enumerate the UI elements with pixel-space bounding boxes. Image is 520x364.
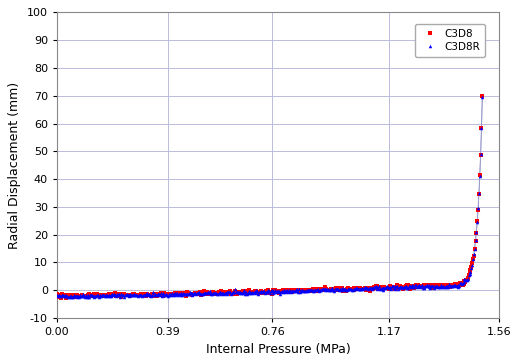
C3D8R	[479, 95, 486, 99]
C3D8	[404, 285, 410, 289]
C3D8R	[65, 295, 71, 300]
C3D8	[259, 290, 266, 294]
C3D8R	[257, 290, 263, 294]
C3D8	[470, 257, 476, 261]
C3D8	[479, 94, 486, 98]
C3D8	[58, 296, 64, 300]
C3D8R	[285, 290, 291, 294]
C3D8R	[259, 290, 266, 294]
Line: C3D8: C3D8	[56, 94, 484, 299]
C3D8R	[54, 293, 60, 298]
C3D8R	[404, 284, 410, 288]
C3D8R	[308, 288, 314, 292]
X-axis label: Internal Pressure (MPa): Internal Pressure (MPa)	[206, 343, 350, 356]
Y-axis label: Radial Displacement (mm): Radial Displacement (mm)	[8, 82, 21, 249]
C3D8	[308, 289, 314, 293]
C3D8	[257, 291, 263, 296]
Legend: C3D8, C3D8R: C3D8, C3D8R	[415, 24, 485, 57]
C3D8R	[470, 256, 476, 261]
C3D8	[285, 288, 291, 292]
Line: C3D8R: C3D8R	[55, 95, 484, 299]
C3D8	[54, 292, 60, 297]
